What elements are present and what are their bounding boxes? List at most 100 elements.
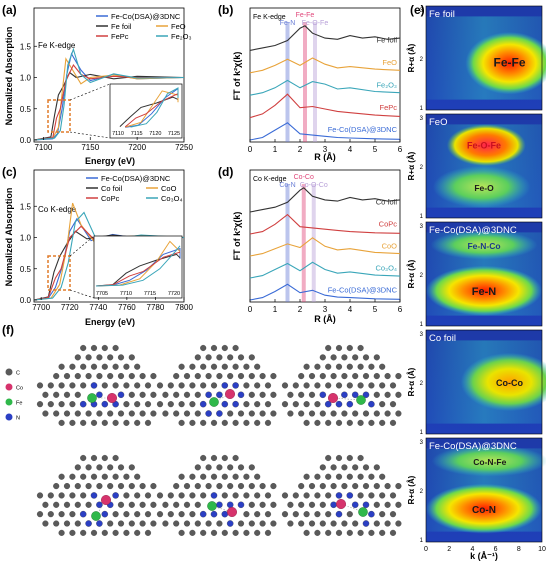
nitrogen-atom [226,520,234,527]
panel-d-peak-band [285,184,290,302]
carbon-atom [210,382,218,389]
carbon-atom [150,520,157,527]
nitrogen-atom [216,501,223,509]
carbon-atom [69,363,76,370]
nitrogen-atom [346,400,354,408]
carbon-atom [389,419,397,426]
carbon-atom [53,520,60,527]
wavelet-ytick-label: 1 [420,430,424,436]
carbon-atom [281,492,289,499]
wavelet-frame [425,221,543,327]
panel-a-legend-label: FeO [171,22,186,31]
wavelet-peak-label: Co-N [472,505,496,516]
panel-a-ytick-label: 1.0 [20,74,32,83]
wavelet-title: FeO [429,117,447,128]
carbon-atom [112,419,119,426]
panel-c-inset-tick-label: 7705 [96,291,108,297]
carbon-atom [162,520,169,527]
panel-a-legend-label: Fe-Co(DSA)@3DNC [111,12,181,21]
carbon-atom [69,492,76,499]
nitrogen-atom [237,391,245,399]
carbon-atom [101,344,108,352]
wavelet-ytick-label: 1 [420,106,424,112]
carbon-atom [232,473,239,480]
carbon-atom [368,363,375,370]
carbon-atom [368,382,375,389]
carbon-atom [395,391,402,398]
carbon-atom [58,529,65,536]
wavelet-intensity-blob [460,352,546,412]
carbon-atom [123,511,130,518]
carbon-atom [63,391,71,398]
carbon-atom [237,373,245,380]
atom-legend-dot [5,398,13,406]
carbon-atom [101,419,108,426]
atom-legend-dot [5,413,13,421]
carbon-atom [237,410,245,417]
carbon-atom [373,391,380,398]
carbon-atom [254,492,261,499]
carbon-atom [379,492,386,499]
wavelet-ytick-label: 3 [420,332,424,338]
carbon-atom [281,401,289,408]
panel-a-highlight-box [47,99,71,133]
carbon-atom [128,410,135,417]
carbon-atom [134,492,141,499]
carbon-atom [270,520,277,527]
carbon-atom [373,501,380,508]
carbon-atom [314,419,321,426]
carbon-atom [194,483,201,490]
carbon-atom [259,373,266,380]
nitrogen-atom [210,492,218,499]
carbon-atom [63,373,71,380]
carbon-atom [330,354,337,361]
carbon-atom [248,520,255,527]
carbon-atom [346,363,353,370]
carbon-atom [221,473,228,480]
panel-c-inset-tick-label: 7720 [168,291,180,297]
wavelet-intensity-blob [426,483,542,534]
carbon-atom [36,401,44,408]
carbon-atom [379,529,386,536]
panel-b-letter: (b) [218,3,233,17]
wavelet-title: Co foil [429,333,456,344]
carbon-atom [194,373,201,380]
carbon-atom [330,464,337,471]
carbon-atom [384,391,391,398]
carbon-atom [298,520,305,527]
carbon-atom [325,454,332,462]
carbon-atom [144,492,152,499]
carbon-atom [292,492,299,499]
atom-legend-label: C [16,371,20,377]
carbon-atom [69,401,76,408]
carbon-atom [270,501,277,508]
carbon-atom [173,501,180,508]
carbon-atom [117,410,125,417]
carbon-atom [281,511,289,518]
carbon-atom [287,391,294,398]
carbon-atom [117,483,125,490]
carbon-atom [341,410,348,417]
nitrogen-atom [90,492,98,499]
carbon-atom [85,501,92,508]
panel-b-frame [249,7,401,143]
carbon-atom [227,354,234,361]
carbon-atom [183,410,191,417]
carbon-atom [281,382,289,389]
panel-d-plot [249,187,401,301]
carbon-atom [232,344,239,352]
carbon-atom [96,410,103,417]
panel-a-inset-tick-label: 7110 [112,131,124,137]
carbon-atom [210,473,218,480]
carbon-atom [178,511,185,518]
carbon-atom [221,363,228,370]
carbon-atom [112,382,119,389]
carbon-atom [117,501,125,508]
carbon-atom [173,391,180,398]
carbon-atom [352,483,359,490]
carbon-atom [362,464,370,471]
wavelet-title: Fe-Co(DSA)@3DNC [429,441,517,452]
carbon-atom [352,354,359,361]
panel-b-peak-label: Fe-N [280,20,296,27]
